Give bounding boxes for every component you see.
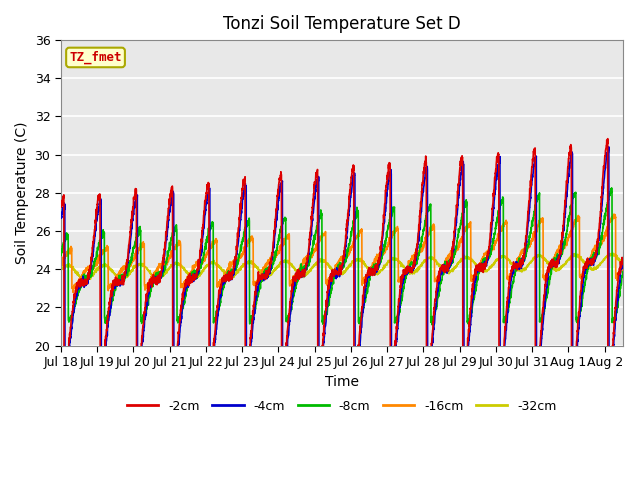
Line: -8cm: -8cm: [61, 188, 623, 325]
-32cm: [122, 276, 129, 281]
-4cm: [297, 272, 305, 278]
Line: -16cm: -16cm: [61, 214, 623, 292]
-8cm: [121, 274, 129, 279]
-2cm: [609, 345, 616, 351]
-32cm: [297, 272, 305, 278]
-16cm: [69, 289, 77, 295]
-4cm: [57, 215, 65, 220]
Line: -32cm: -32cm: [61, 253, 623, 281]
-32cm: [608, 251, 616, 256]
-16cm: [155, 264, 163, 270]
-2cm: [619, 259, 627, 264]
-32cm: [609, 250, 616, 256]
-32cm: [81, 278, 88, 284]
-16cm: [122, 265, 129, 271]
-32cm: [619, 262, 627, 267]
-2cm: [57, 203, 65, 208]
-16cm: [297, 267, 305, 273]
-16cm: [548, 263, 556, 268]
-2cm: [568, 383, 576, 389]
-8cm: [608, 185, 616, 191]
-4cm: [605, 374, 613, 380]
Line: -2cm: -2cm: [61, 139, 623, 386]
-8cm: [297, 267, 305, 273]
-8cm: [428, 322, 436, 328]
-8cm: [273, 247, 280, 253]
Legend: -2cm, -4cm, -8cm, -16cm, -32cm: -2cm, -4cm, -8cm, -16cm, -32cm: [122, 395, 562, 418]
-32cm: [548, 264, 556, 269]
-16cm: [608, 216, 616, 221]
-4cm: [547, 261, 555, 267]
-16cm: [57, 258, 65, 264]
-2cm: [297, 272, 305, 277]
-8cm: [619, 269, 627, 275]
-4cm: [609, 356, 616, 362]
-4cm: [121, 273, 129, 279]
-2cm: [547, 263, 555, 269]
Line: -4cm: -4cm: [61, 147, 623, 377]
X-axis label: Time: Time: [325, 374, 359, 389]
-32cm: [57, 266, 65, 272]
-32cm: [273, 264, 280, 270]
-2cm: [154, 277, 162, 283]
-8cm: [154, 269, 162, 275]
-2cm: [273, 206, 280, 212]
Title: Tonzi Soil Temperature Set D: Tonzi Soil Temperature Set D: [223, 15, 461, 33]
-4cm: [154, 276, 162, 282]
-4cm: [619, 260, 627, 266]
Y-axis label: Soil Temperature (C): Soil Temperature (C): [15, 121, 29, 264]
-8cm: [548, 268, 556, 274]
-8cm: [57, 248, 65, 253]
Text: TZ_fmet: TZ_fmet: [69, 51, 122, 64]
-16cm: [610, 211, 618, 217]
-4cm: [273, 217, 280, 223]
-4cm: [605, 144, 612, 150]
-2cm: [604, 136, 612, 142]
-8cm: [609, 320, 616, 325]
-16cm: [619, 263, 627, 269]
-2cm: [121, 273, 129, 278]
-16cm: [273, 252, 280, 258]
-32cm: [155, 274, 163, 280]
